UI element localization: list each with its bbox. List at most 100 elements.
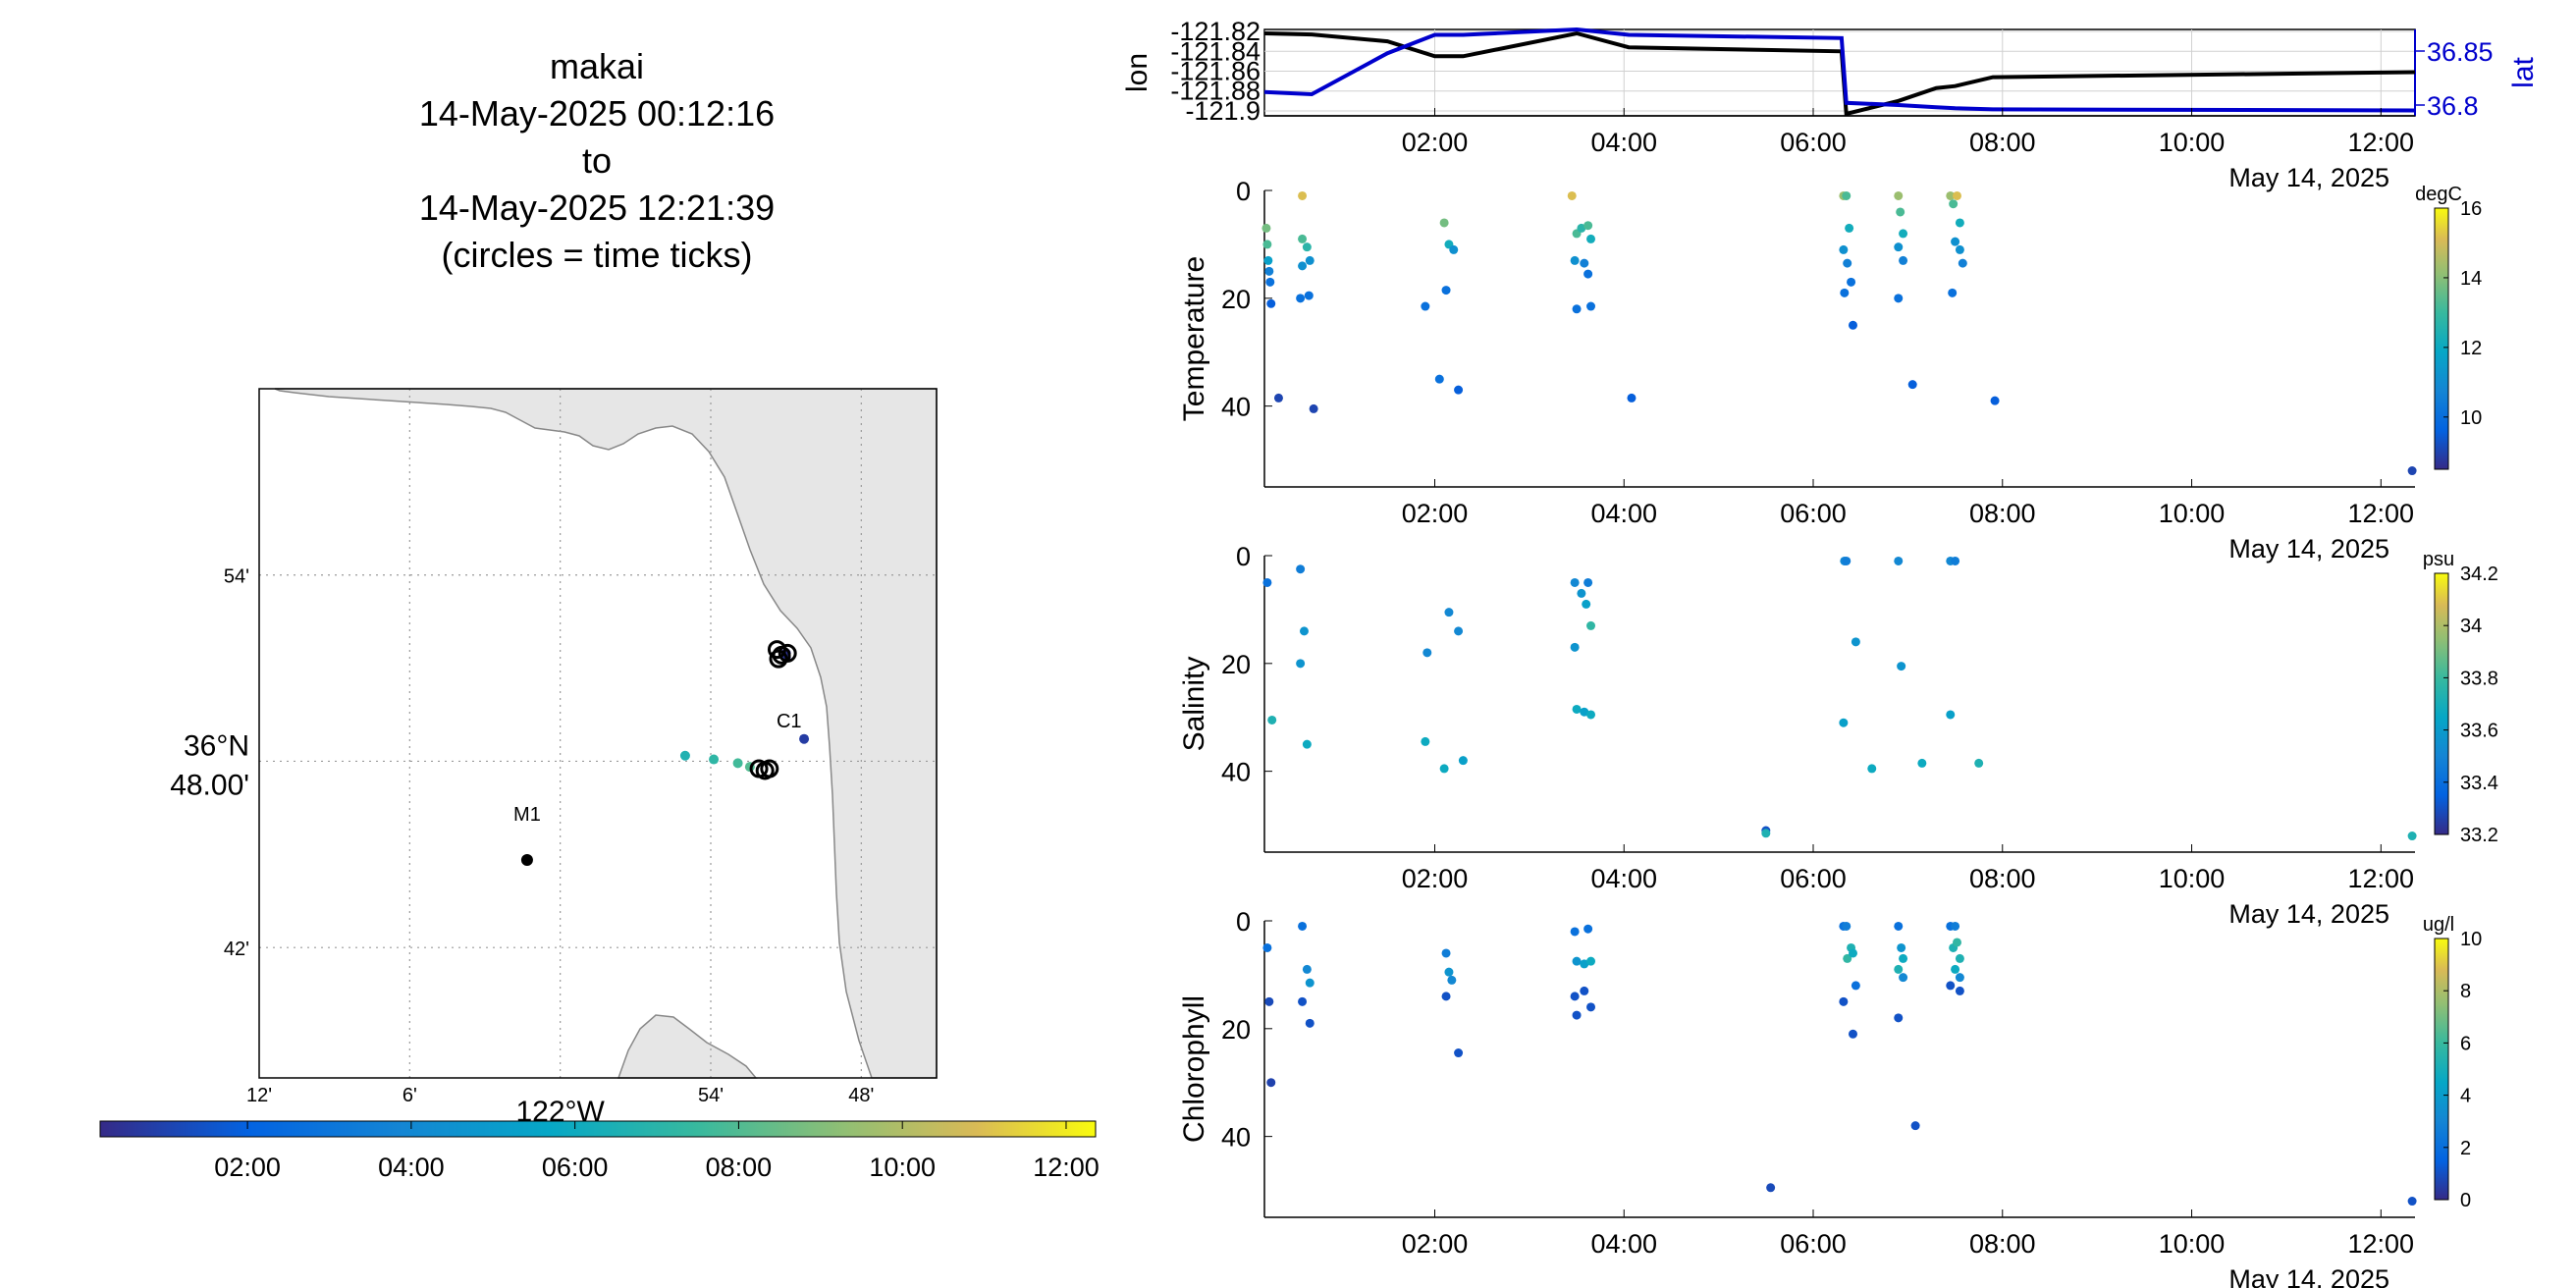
data-point [1840,288,1850,297]
lat-tick-label: 36.8 [2427,91,2479,121]
data-point [1843,258,1852,268]
x-date-label: May 14, 2025 [2228,899,2389,929]
y-tick-label: 0 [1236,907,1251,937]
data-point [1266,298,1276,308]
data-point [1262,942,1272,952]
data-point [1899,255,1908,265]
x-tick-label: 08:00 [1969,128,2036,157]
data-point [1296,564,1306,574]
lon-tick-label: -121.88 [1170,77,1261,106]
data-point [1951,556,1960,565]
data-point [1296,659,1306,669]
data-point [1894,294,1904,303]
colorbar-gradient [2434,207,2449,470]
x-date-label: May 14, 2025 [2228,534,2389,564]
map-land [274,388,938,1079]
data-point [1266,1078,1276,1088]
colorbar-tick-label: 6 [2460,1033,2471,1054]
data-point [1627,393,1637,402]
colorbar-tick-label: 33.4 [2460,773,2498,794]
map-lat-label: 42' [224,939,249,960]
map-track-point [709,754,720,765]
data-point [1302,964,1312,974]
map-peninsula [617,1014,758,1079]
colorbar-tick-label: 33.2 [2460,825,2498,846]
data-point [1302,739,1312,749]
data-point [1953,938,1962,947]
data-point [1439,218,1449,228]
colorbar-unit-label: psu [2423,549,2454,570]
data-point [1896,207,1905,217]
data-point [1899,229,1908,239]
map-grid [259,389,937,1078]
data-point [1586,710,1596,720]
salinity-panel: 0 20 40 Salinity 02:00 04:00 06:00 08:00 10:00 12… [1178,542,2498,929]
x-date-label: May 14, 2025 [2228,1264,2389,1288]
lon-tick-label: -121.82 [1170,17,1261,46]
data-point [1298,921,1308,931]
map-lat-label: 48.00' [170,769,249,801]
x-tick-label: 02:00 [1402,499,1469,528]
data-point [1948,288,1958,297]
colorbar-gradient [2434,938,2449,1201]
y-tick-label: 40 [1221,393,1251,422]
data-point [1990,396,2000,405]
data-point [1454,1048,1464,1058]
x-tick-label: 12:00 [2348,499,2415,528]
x-tick-label: 08:00 [1969,864,2036,893]
data-point [1580,986,1589,995]
data-point [1567,190,1577,200]
data-point [1454,385,1464,395]
title-line-1: makai [550,46,644,86]
data-point [1894,190,1904,200]
data-point [2407,466,2417,476]
x-tick-label: 12:00 [2348,128,2415,157]
map-stations: M1 C1 [513,711,802,867]
data-point [1955,986,1964,995]
data-point [1894,964,1904,974]
data-point [1305,255,1315,265]
data-point [1264,996,1274,1006]
data-point [1583,221,1593,231]
data-point [1583,577,1593,587]
data-point [1570,577,1580,587]
data-point [1761,829,1771,838]
x-tick-label: 02:00 [1402,128,1469,157]
data-point [1955,218,1964,228]
map-track-point [679,750,690,761]
data-point [1917,758,1927,768]
colorbar-tick-label: 34 [2460,616,2482,637]
x-tick-label: 04:00 [1590,864,1657,893]
x-tick-label: 10:00 [2159,128,2226,157]
data-point [1894,242,1904,252]
data-point [1572,304,1582,314]
data-point [1974,758,1984,768]
x-tick-label: 02:00 [1402,864,1469,893]
data-point [1298,996,1308,1006]
map-lon-label: 48' [848,1085,874,1106]
colorbar-unit-label: degC [2415,184,2462,205]
y-tick-label: 0 [1236,542,1251,571]
data-point [1907,380,1917,390]
data-point [1263,255,1273,265]
data-point [1305,978,1315,988]
map-lon-label: 12' [246,1085,272,1106]
x-tick-label: 10:00 [2159,499,2226,528]
colorbar-tick-label: 8 [2460,981,2471,1002]
colorbar-tick-label: 34.2 [2460,564,2498,585]
colorbar-tick-label: 10 [2460,407,2482,429]
data-point [1842,190,1852,200]
title-line-5: (circles = time ticks) [441,235,752,275]
lon-series-line [1263,30,2416,117]
colorbar-gradient [2434,572,2449,835]
station-label: C1 [777,711,802,732]
x-tick-label: 08:00 [1969,1229,2036,1259]
data-point [1580,959,1589,969]
map-lon-label: 54' [698,1085,724,1106]
colorbar-tick-label: 16 [2460,198,2482,220]
colorbar-tick-label: 12 [2460,338,2482,359]
data-point [1955,953,1964,963]
temperature-panel: 0 20 40 Temperature 02:00 04:00 06:00 08:00 10:0… [1178,177,2482,564]
data-point [1444,608,1454,617]
